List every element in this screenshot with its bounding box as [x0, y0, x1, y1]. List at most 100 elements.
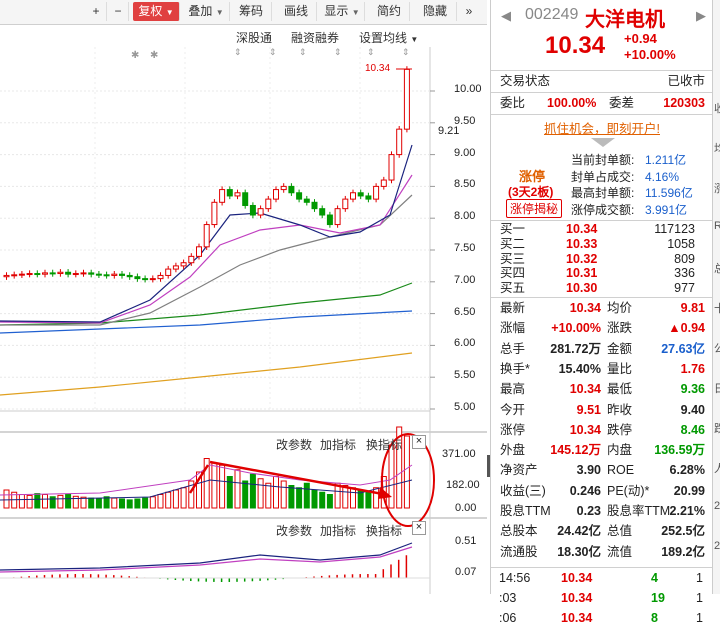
volume-bar — [234, 469, 241, 509]
diejia-button[interactable]: 叠加 ▼ — [183, 2, 230, 21]
next-stock-icon[interactable]: ▶ — [696, 8, 706, 23]
vol-switch-indicator-button[interactable]: 换指标 — [366, 438, 403, 452]
orderbook-row[interactable]: 买四 10.31 336 — [491, 266, 713, 281]
stat-row: 总股本 24.42亿 总值 252.5亿 — [491, 523, 713, 540]
zoom-out-button[interactable]: − — [108, 2, 129, 21]
orderbook-row[interactable]: 买二 10.33 1058 — [491, 237, 713, 252]
stat-value: 6.28% — [669, 463, 705, 478]
volume-bar — [242, 480, 249, 509]
weibi-row: 委比 100.00% 委差 120303 — [491, 95, 713, 112]
volume-bar — [350, 487, 356, 509]
orderbook-volume: 336 — [674, 266, 695, 281]
tick-count: 1 — [696, 571, 703, 585]
caret-down-icon: ▼ — [410, 35, 419, 44]
stat-row: 收益(三) 0.246 PE(动)* 20.99 — [491, 483, 713, 500]
candle — [18, 273, 25, 276]
set-ma-label: 设置均线 — [359, 31, 408, 45]
candle — [80, 272, 87, 275]
candle — [65, 271, 72, 275]
hsgt-button[interactable]: 深股通 — [236, 31, 273, 45]
set-ma-button[interactable]: 设置均线 ▼ — [359, 29, 418, 46]
stat-row: 涨幅 +10.00% 涨跌 ▲0.94 — [491, 320, 713, 337]
tick-time: 14:56 — [499, 571, 531, 585]
orderbook-volume: 977 — [674, 281, 695, 296]
volume-bar — [57, 494, 64, 509]
orderbook-row[interactable]: 买一 10.34 117123 — [491, 222, 713, 237]
candle — [57, 271, 64, 275]
edge-char: 收 — [714, 100, 720, 116]
candle — [249, 204, 256, 216]
macd-add-indicator-button[interactable]: 加指标 — [320, 524, 357, 538]
ma-line — [0, 174, 413, 324]
stat-value: 2.21% — [669, 504, 705, 518]
tick-volume: 4 — [651, 571, 658, 585]
limit-up-reveal-button[interactable]: 涨停揭秘 — [506, 199, 563, 218]
event-marker: ⇕ — [402, 47, 410, 57]
stat-label: 股息TTM — [500, 504, 551, 518]
prev-stock-icon[interactable]: ◀ — [501, 8, 511, 23]
stat-row: 股息TTM 0.23 股息率TTM 2.21% — [491, 503, 713, 520]
fuquan-button[interactable]: 复权 ▼ — [133, 2, 180, 21]
y-tick-label: 9.50 — [454, 114, 476, 127]
tick-count: 1 — [696, 611, 703, 625]
promo-link[interactable]: 抓住机会，即刻开户! — [544, 122, 660, 136]
collapse-handle[interactable] — [487, 455, 491, 477]
candle — [34, 273, 41, 276]
orderbook-price: 10.30 — [566, 281, 598, 296]
stat-label: 最高 — [500, 382, 526, 397]
kline-chart[interactable]: ⇕ ⇕ ⇕ ⇕ ⇕ ⇕ ✱ ✱ 深股通 融资融券 设置均线 ▼ 10.34 9.21 10.0… — [0, 25, 487, 594]
candle — [172, 265, 179, 270]
close-icon[interactable]: × — [412, 435, 426, 449]
current-price: 10.34 — [545, 32, 606, 59]
more-icon[interactable]: » — [465, 4, 473, 18]
stat-label: 总股本 — [500, 524, 538, 539]
volume-bar — [26, 494, 33, 509]
huaxian-button[interactable]: 画线 — [276, 2, 317, 21]
candle — [288, 185, 295, 194]
macd-change-params-button[interactable]: 改参数 — [276, 524, 313, 538]
volume-bar — [196, 471, 202, 509]
annotation-arrow — [188, 464, 210, 494]
stat-value: 1.76 — [680, 361, 705, 376]
jianyue-button[interactable]: 简约 — [369, 2, 410, 21]
margin-button[interactable]: 融资融券 — [291, 31, 340, 45]
xianshi-button[interactable]: 显示 ▼ — [320, 2, 365, 21]
vol-add-indicator-button[interactable]: 加指标 — [320, 438, 357, 452]
event-marker: ⇕ — [334, 47, 342, 57]
stat-value: 18.30亿 — [557, 544, 601, 559]
limit-up-item-value: 3.991亿 — [645, 202, 688, 217]
edge-char: 涨 — [714, 180, 720, 196]
limit-up-item: 封单占成交: 4.16% — [491, 169, 713, 186]
volume-bar — [303, 482, 310, 509]
collapse-arrow-icon[interactable] — [591, 138, 615, 147]
chouma-button[interactable]: 筹码 — [231, 2, 272, 21]
limit-up-item: 当前封单额: 1.211亿 — [491, 152, 713, 169]
stat-value: 9.51 — [576, 402, 601, 417]
close-icon[interactable]: × — [412, 521, 426, 535]
orderbook-label: 买三 — [500, 251, 526, 266]
vol-change-params-button[interactable]: 改参数 — [276, 438, 313, 452]
candle — [180, 262, 187, 267]
orderbook-row[interactable]: 买三 10.32 809 — [491, 252, 713, 267]
stat-value: 189.2亿 — [661, 544, 705, 559]
stat-row: 最新 10.34 均价 9.81 — [491, 300, 713, 317]
orderbook-row[interactable]: 买五 10.30 977 — [491, 281, 713, 296]
limit-up-item-label: 封单占成交: — [571, 169, 635, 184]
limit-up-item: 最高封单额: 11.596亿 — [491, 185, 713, 202]
tick-volume: 19 — [651, 591, 665, 605]
trade-status-value: 已收市 — [667, 74, 705, 88]
volume-bar — [257, 478, 264, 509]
annotation-circle — [381, 433, 435, 527]
orderbook-price: 10.34 — [566, 222, 598, 236]
stat-label: 跌停 — [607, 422, 633, 437]
candle — [42, 272, 48, 275]
macd-tick-label: 0.07 — [455, 566, 477, 578]
orderbook-label: 买四 — [500, 266, 526, 281]
volume-bar — [49, 496, 56, 509]
stat-value: 9.36 — [680, 382, 705, 397]
candle — [265, 198, 272, 210]
zoom-in-button[interactable]: + — [86, 2, 107, 21]
yincang-button[interactable]: 隐藏 — [414, 2, 457, 21]
macd-switch-indicator-button[interactable]: 换指标 — [366, 524, 403, 538]
arrow-head-icon — [378, 487, 392, 499]
